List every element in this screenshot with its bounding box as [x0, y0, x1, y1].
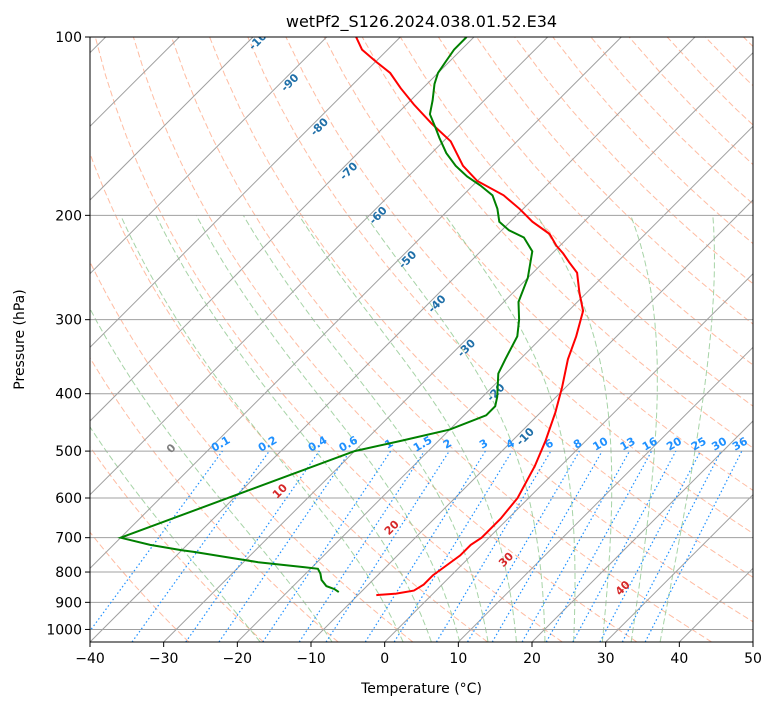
- y-tick-label: 700: [55, 531, 82, 547]
- x-tick-label: −10: [296, 651, 326, 667]
- x-tick-label: 40: [670, 651, 688, 667]
- x-tick-label: 10: [449, 651, 467, 667]
- y-tick-label: 200: [55, 208, 82, 224]
- x-tick-label: 30: [597, 651, 615, 667]
- y-tick-label: 500: [55, 444, 82, 460]
- x-axis-label: Temperature (°C): [360, 681, 482, 697]
- y-tick-label: 100: [55, 30, 82, 46]
- x-tick-label: 0: [380, 651, 389, 667]
- chart-title: wetPf2_S126.2024.038.01.52.E34: [286, 12, 557, 32]
- y-axis-label: Pressure (hPa): [12, 289, 28, 389]
- y-tick-label: 400: [55, 387, 82, 403]
- y-tick-label: 1000: [46, 622, 82, 638]
- x-tick-label: −20: [223, 651, 253, 667]
- y-tick-label: 900: [55, 595, 82, 611]
- x-tick-label: −30: [149, 651, 179, 667]
- x-tick-label: −40: [75, 651, 105, 667]
- y-tick-label: 600: [55, 491, 82, 507]
- y-tick-label: 800: [55, 565, 82, 581]
- x-tick-label: 20: [523, 651, 541, 667]
- y-tick-label: 300: [55, 313, 82, 329]
- x-tick-label: 50: [744, 651, 762, 667]
